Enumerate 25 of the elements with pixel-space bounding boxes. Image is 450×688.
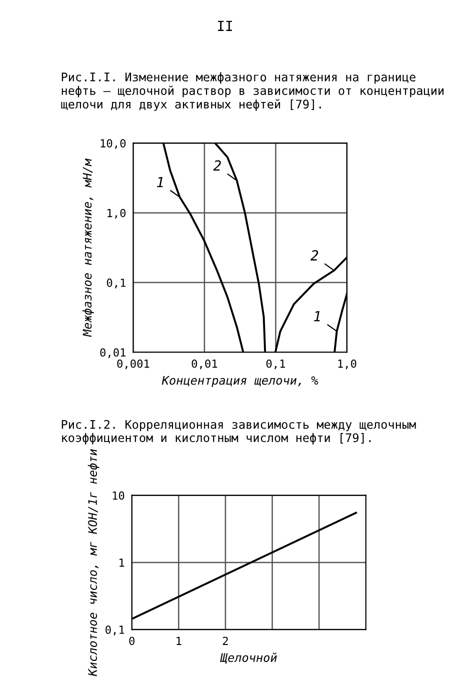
y-axis-title: Межфазное натяжение, мН/м: [82, 158, 94, 337]
annotation: 1: [156, 176, 163, 188]
y-tick-label: 10: [112, 491, 124, 500]
annotation: 1: [314, 311, 320, 322]
x-tick-label: 1,0: [338, 359, 356, 370]
y-tick-label: 0,01: [100, 348, 126, 358]
annotation: 2: [310, 250, 318, 260]
y-tick-label: 0,1: [106, 278, 126, 288]
x-tick-label: 0,1: [266, 359, 285, 370]
y-tick-label: 1,0: [108, 208, 126, 219]
annotation: 2: [213, 160, 221, 171]
x-axis-title: Щелочной: [220, 652, 277, 664]
y-tick-label: 1: [120, 558, 124, 567]
x-tick-label: 0: [129, 636, 134, 646]
y-axis-title: Кислотное число, мг КОН/1г нефти: [88, 449, 100, 676]
chart-title: Рис.I.I. Изменение межфазного натяжения на границе нефть – щелочной раствор в зависимости от концентрации щелочи для двух активных нефтей [79].: [61, 72, 444, 111]
x-tick-label: 0,01: [192, 359, 218, 370]
y-tick-label: 0,1: [106, 626, 124, 636]
x-axis-title: Концентрация щелочи, %: [162, 376, 318, 388]
x-tick-label: 2: [222, 636, 228, 645]
x-tick-label: 1: [176, 636, 182, 645]
y-tick-label: 10,0: [100, 139, 126, 149]
text: II: [218, 20, 232, 31]
chart-title: Рис.I.2. Корреляционная зависимость между щелочным коэффициентом и кислотным числом нефти [79].: [62, 420, 416, 444]
x-tick-label: 0,001: [117, 359, 150, 370]
